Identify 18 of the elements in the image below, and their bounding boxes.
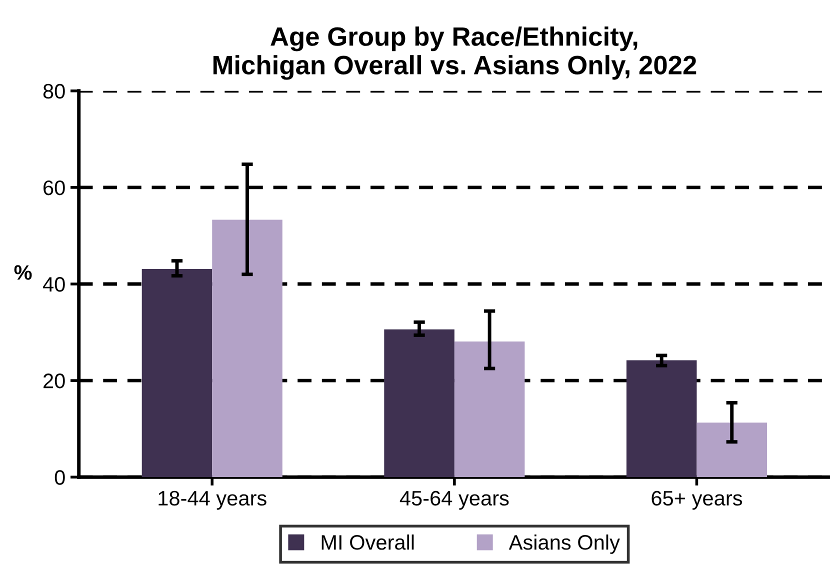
y-tick-label: 20 [44, 374, 65, 388]
bar [626, 360, 697, 478]
bar [454, 341, 525, 478]
bar [696, 422, 767, 478]
y-axis-title: % [14, 265, 32, 280]
legend-label: Asians Only [508, 534, 620, 554]
legend-label: MI Overall [322, 534, 414, 550]
bar [142, 269, 212, 478]
y-tick-label: 60 [44, 180, 65, 196]
y-tick-label: 40 [42, 277, 65, 292]
bar [212, 220, 282, 478]
y-tick-label: 80 [43, 84, 65, 99]
x-tick-label: 45-64 years [400, 490, 509, 510]
chart-title: Age Group by Race/Ethnicity, Michigan Overall vs. Asians Only, 2022 [213, 26, 696, 80]
x-tick-label: 18-44 years [158, 490, 266, 510]
y-tick-label: 0 [54, 470, 65, 485]
x-tick-label: 65+ years [652, 490, 742, 510]
bar [384, 329, 454, 478]
